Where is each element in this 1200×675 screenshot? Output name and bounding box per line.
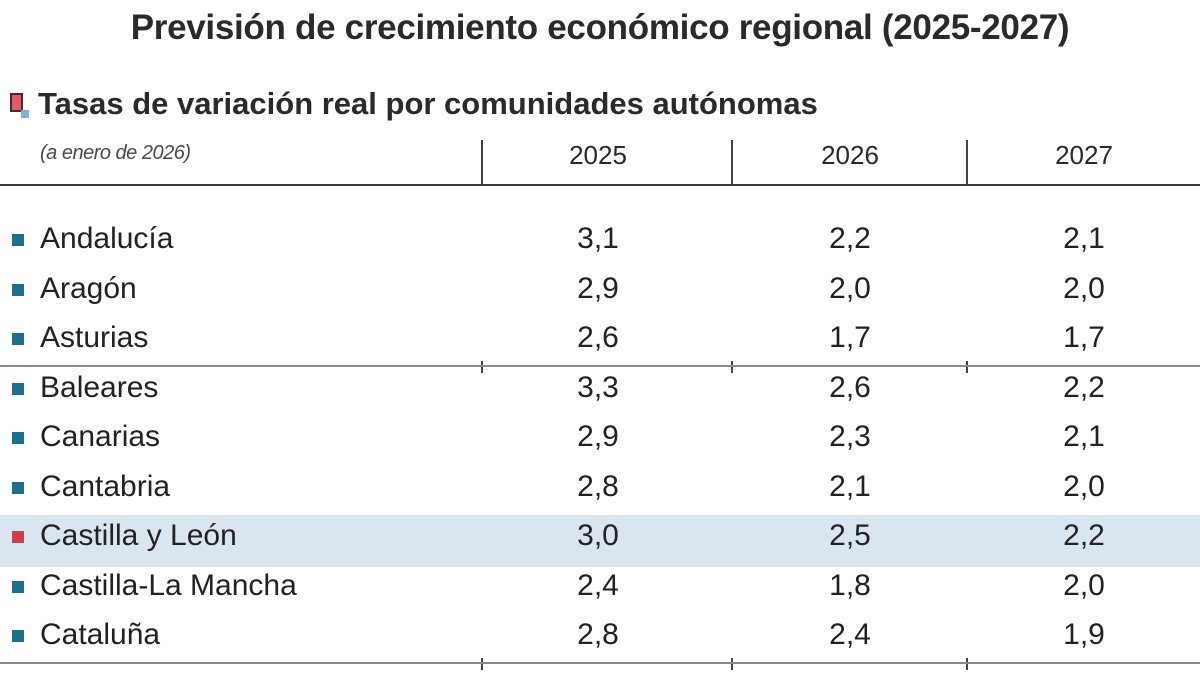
region-name: Andalucía — [40, 222, 174, 255]
region-name: Cataluña — [40, 618, 161, 651]
region-name: Aragón — [40, 271, 137, 305]
column-header-2027: 2027 — [1055, 140, 1113, 170]
column-divider — [481, 657, 483, 670]
row-marker-icon — [12, 531, 24, 543]
chart-subtitle: Tasas de variación real por comunidades … — [38, 86, 818, 121]
table-cell: 3,1 — [577, 222, 619, 255]
row-marker-icon — [12, 234, 24, 246]
table-cell: 3,3 — [577, 370, 619, 404]
column-header-2026: 2026 — [821, 140, 879, 170]
table-cell: 2,9 — [577, 271, 619, 305]
region-name: Canarias — [40, 420, 161, 453]
table-cell: 2,8 — [577, 618, 619, 651]
table-cell: 2,0 — [829, 271, 871, 305]
region-name: Baleares — [40, 370, 159, 404]
row-marker-icon — [12, 283, 24, 296]
table-cell: 2,2 — [829, 222, 871, 255]
group-separator — [0, 364, 1200, 367]
row-marker-icon — [12, 333, 24, 345]
table-cell: 3,0 — [577, 519, 619, 552]
table-cell: 1,8 — [829, 568, 871, 602]
table-cell: 2,1 — [1063, 222, 1105, 255]
date-note: (a enero de 2026) — [40, 142, 191, 164]
column-divider — [966, 657, 968, 670]
table-cell: 2,6 — [577, 321, 619, 354]
table-cell: 2,6 — [829, 370, 871, 404]
row-marker-icon — [12, 580, 24, 593]
group-separator — [0, 661, 1200, 664]
header-rule — [0, 184, 1200, 186]
row-marker-icon — [12, 481, 24, 494]
row-marker-icon — [12, 382, 24, 395]
row-marker-icon — [12, 432, 24, 444]
table-cell: 2,8 — [577, 469, 619, 503]
column-divider — [731, 657, 733, 670]
table-cell: 2,1 — [1063, 420, 1105, 453]
row-marker-icon — [12, 630, 24, 642]
subtitle-square-icon — [10, 93, 29, 118]
region-name: Cantabria — [40, 469, 171, 503]
table-cell: 2,0 — [1063, 271, 1105, 305]
region-name: Castilla y León — [40, 519, 237, 552]
table-cell: 2,5 — [829, 519, 871, 552]
table-cell: 1,7 — [829, 321, 871, 354]
table-cell: 2,0 — [1063, 469, 1105, 503]
chart-title: Previsión de crecimiento económico regio… — [130, 8, 1070, 47]
region-name: Castilla-La Mancha — [40, 568, 297, 602]
table-cell: 2,2 — [1063, 519, 1105, 552]
table-cell: 1,7 — [1063, 321, 1105, 354]
table-cell: 2,4 — [577, 568, 619, 602]
column-divider — [966, 360, 968, 373]
column-divider — [731, 140, 733, 184]
region-name: Asturias — [40, 321, 149, 354]
column-divider — [481, 140, 483, 184]
column-divider — [966, 140, 968, 184]
table-cell: 2,9 — [577, 420, 619, 453]
table-cell: 1,9 — [1063, 618, 1105, 651]
table-cell: 2,1 — [829, 469, 871, 503]
table-cell: 2,0 — [1063, 568, 1105, 602]
column-divider — [731, 360, 733, 373]
column-divider — [481, 360, 483, 373]
table-cell: 2,2 — [1063, 370, 1105, 404]
table-cell: 2,4 — [829, 618, 871, 651]
highlighted-row-background — [0, 515, 1200, 567]
table-cell: 2,3 — [829, 420, 871, 453]
column-header-2025: 2025 — [569, 140, 627, 170]
